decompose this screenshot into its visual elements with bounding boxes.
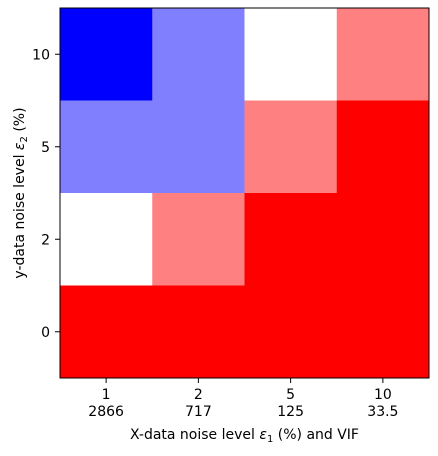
heatmap-cell [336, 193, 430, 286]
heatmap-cell [60, 8, 153, 101]
heatmap-cell [60, 193, 153, 286]
x-tick-label-noise: 2 [194, 387, 203, 403]
heatmap-cell [244, 100, 338, 194]
y-tick-label: 0 [41, 325, 50, 341]
heatmap-cell [60, 100, 153, 194]
heatmap-cell [152, 100, 245, 194]
x-tick-label-vif: 125 [277, 404, 304, 420]
heatmap-cell [336, 285, 430, 379]
heatmap-cell [244, 8, 338, 101]
x-tick-label-vif: 33.5 [367, 404, 398, 420]
x-tick-label-vif: 2866 [88, 404, 124, 420]
heatmap-cell [244, 193, 338, 286]
heatmap-cell [244, 285, 338, 379]
x-axis-label: X-data noise level ε1 (%) and VIF [130, 427, 359, 445]
y-tick-label: 5 [41, 140, 50, 156]
heatmap-cell [336, 8, 430, 101]
x-tick-label-noise: 1 [102, 387, 111, 403]
heatmap-cell [336, 100, 430, 194]
y-axis-ticks: 10 5 2 0 [32, 47, 60, 341]
y-tick-label: 10 [32, 47, 50, 63]
y-axis-label: y-data noise level ε2 (%) [12, 107, 30, 278]
heatmap-cell [152, 285, 245, 379]
x-tick-label-vif: 717 [185, 404, 212, 420]
heatmap-cells [60, 8, 430, 379]
x-tick-label-noise: 10 [374, 387, 392, 403]
heatmap-cell [152, 193, 245, 286]
heatmap-cell [60, 285, 153, 379]
x-tick-label-noise: 5 [286, 387, 295, 403]
heatmap-cell [152, 8, 245, 101]
y-tick-label: 2 [41, 232, 50, 248]
plot-frame [59, 7, 430, 379]
